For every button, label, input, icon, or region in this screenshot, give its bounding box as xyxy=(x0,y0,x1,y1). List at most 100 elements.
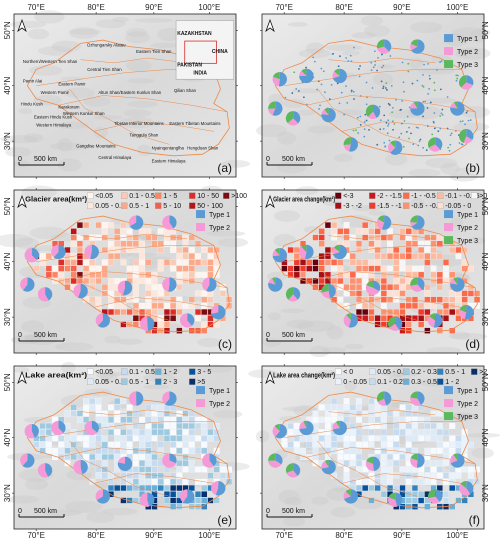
pie-slice xyxy=(388,492,396,500)
pie-slice xyxy=(376,219,385,230)
grid-cell xyxy=(114,290,121,297)
grid-cell xyxy=(145,485,152,492)
grid-cell xyxy=(195,253,201,260)
grid-cell xyxy=(151,478,158,485)
grid-cell xyxy=(95,416,102,423)
pie-slice xyxy=(427,316,436,328)
grid-cell xyxy=(380,410,387,417)
type-pie xyxy=(202,453,217,468)
grid-cell xyxy=(114,416,121,423)
pie-slice xyxy=(381,215,392,230)
pie-slice xyxy=(428,144,441,152)
sample-point xyxy=(458,142,461,144)
grid-cell xyxy=(337,454,344,460)
grid-cell xyxy=(349,447,356,454)
north-arrow-icon xyxy=(265,194,275,209)
pie-slice xyxy=(377,215,385,223)
grid-cell xyxy=(418,247,425,253)
grid-cell xyxy=(349,271,356,278)
pie-slice xyxy=(332,421,340,430)
grid-cell xyxy=(89,265,96,272)
grid-cell xyxy=(45,441,52,448)
sample-point xyxy=(422,85,425,88)
grid-cell xyxy=(201,271,208,278)
pie-slice xyxy=(37,463,48,478)
sample-point xyxy=(305,66,307,69)
grid-cell xyxy=(356,447,362,454)
sample-point xyxy=(352,90,355,93)
region-label: Central Himalaya xyxy=(98,155,132,160)
grid-cell xyxy=(213,447,220,454)
grid-cell xyxy=(132,284,139,291)
grid-cell xyxy=(126,271,133,278)
grid-cell xyxy=(132,271,139,278)
grid-cell xyxy=(356,240,362,247)
pie-slice xyxy=(179,489,188,503)
grid-cell xyxy=(430,410,437,417)
grid-cell xyxy=(151,466,158,473)
grid-cell xyxy=(380,447,387,454)
pie-slice xyxy=(288,294,298,302)
grid-cell xyxy=(362,234,369,241)
pie-slice xyxy=(450,101,465,116)
pie-slice xyxy=(459,309,467,320)
grid-cell xyxy=(293,429,300,436)
legend-label: 5 - 10 xyxy=(163,203,181,210)
pie-slice xyxy=(80,459,88,475)
grid-cell xyxy=(64,284,71,291)
grid-cell xyxy=(405,271,412,278)
grid-cell xyxy=(337,447,344,454)
grid-cell xyxy=(176,259,183,266)
grid-cell xyxy=(188,423,195,429)
sample-point xyxy=(368,128,370,131)
panel-frame xyxy=(261,13,485,178)
terrain-shade xyxy=(469,236,486,245)
sample-point xyxy=(424,100,427,103)
grid-cell xyxy=(108,404,114,411)
type-pie xyxy=(450,101,465,116)
grid-cell xyxy=(424,309,431,316)
grid-cell xyxy=(399,290,406,297)
grid-cell xyxy=(449,327,456,334)
legend-swatch xyxy=(335,368,342,375)
legend-swatch xyxy=(121,378,128,385)
grid-cell xyxy=(145,404,152,411)
pie-slice xyxy=(349,137,358,152)
grid-cell xyxy=(343,271,350,278)
grid-cell xyxy=(201,485,208,492)
grid-cell xyxy=(380,435,387,442)
type-pie xyxy=(427,313,443,328)
pie-slice xyxy=(129,215,144,230)
legend-label: -2 - -1.5 xyxy=(377,193,402,200)
terrain-shade xyxy=(287,22,308,27)
grid-cell xyxy=(195,435,201,442)
legend-swatch xyxy=(223,192,230,199)
pie-slice xyxy=(51,420,64,436)
grid-cell xyxy=(362,222,369,229)
x-tick-label: 100°E xyxy=(198,531,220,539)
grid-cell xyxy=(356,296,362,303)
terrain-shade xyxy=(445,413,479,421)
y-tick-label: 30°N xyxy=(481,132,490,150)
grid-cell xyxy=(145,284,152,291)
panel-label: (c) xyxy=(218,337,232,351)
grid-cell xyxy=(399,429,406,436)
grid-cell xyxy=(387,247,394,253)
grid-cell xyxy=(76,416,83,423)
grid-cell xyxy=(170,416,177,423)
grid-cell xyxy=(374,410,381,417)
grid-cell xyxy=(387,240,394,247)
grid-cell xyxy=(163,485,170,492)
grid-cell xyxy=(312,447,319,454)
pie-slice xyxy=(373,456,381,471)
sample-point xyxy=(461,120,464,123)
type-pie xyxy=(84,244,99,260)
pie-slice xyxy=(433,313,443,328)
grid-cell xyxy=(424,503,431,510)
pie-slice xyxy=(122,280,133,295)
sample-point xyxy=(403,90,405,93)
subregion-boundary xyxy=(317,264,418,321)
grid-cell xyxy=(151,309,158,316)
grid-cell xyxy=(182,278,189,284)
